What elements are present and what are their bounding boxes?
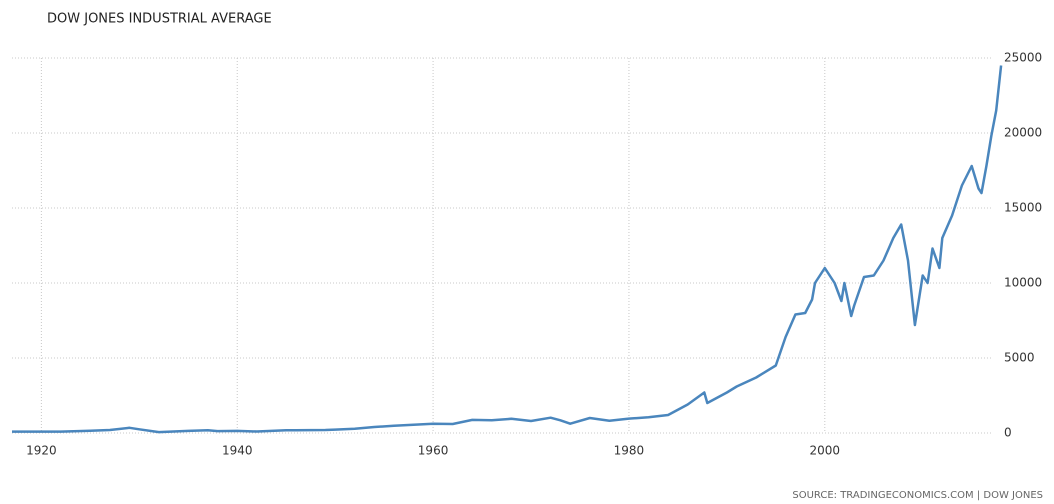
y-tick-label: 20000 — [1004, 126, 1042, 140]
y-tick-label: 5000 — [1004, 351, 1035, 365]
x-tick-label: 2000 — [810, 444, 841, 458]
y-tick-label: 15000 — [1004, 201, 1042, 215]
x-tick-label: 1920 — [26, 444, 57, 458]
y-tick-label: 10000 — [1004, 276, 1042, 290]
y-tick-label: 0 — [1004, 426, 1012, 440]
source-note: SOURCE: TRADINGECONOMICS.COM | DOW JONES — [792, 490, 1043, 501]
y-tick-label: 25000 — [1004, 51, 1042, 65]
x-tick-label: 1940 — [222, 444, 253, 458]
x-tick-label: 1980 — [614, 444, 645, 458]
data-line — [12, 65, 1003, 434]
x-tick-label: 1960 — [418, 444, 449, 458]
chart-title: DOW JONES INDUSTRIAL AVERAGE — [47, 12, 272, 27]
